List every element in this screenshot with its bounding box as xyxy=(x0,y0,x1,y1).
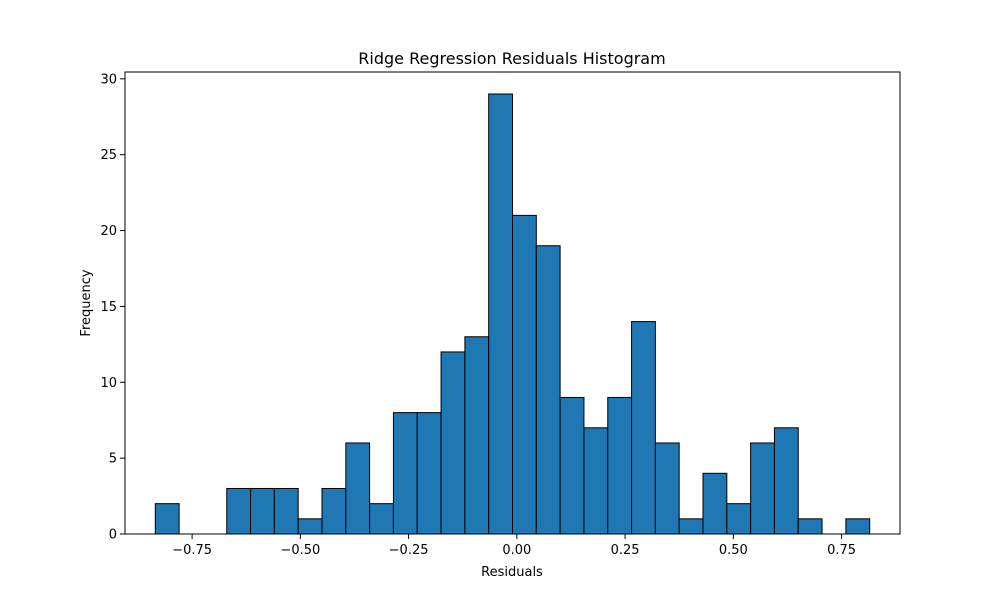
histogram-bar-20 xyxy=(631,321,656,535)
x-tick-label-0: −0.75 xyxy=(172,543,212,558)
x-axis-ticks: −0.75 −0.50 −0.25 0.00 0.25 0.50 0.75 xyxy=(172,534,856,558)
y-tick-label-1: 5 xyxy=(109,452,117,467)
y-tick-label-5: 25 xyxy=(100,148,117,163)
histogram-bar-17 xyxy=(559,396,585,535)
y-tick-label-3: 15 xyxy=(100,300,117,315)
histogram-bar-29 xyxy=(845,518,871,535)
histogram-bar-0 xyxy=(154,503,180,535)
histogram-bar-4 xyxy=(250,487,275,535)
x-tick-label-3: 0.00 xyxy=(502,543,531,558)
x-tick-label-4: 0.25 xyxy=(611,543,640,558)
histogram-bar-27 xyxy=(797,518,823,535)
histogram-bar-18 xyxy=(583,427,609,535)
histogram-bar-24 xyxy=(726,503,752,535)
y-tick-label-6: 30 xyxy=(100,72,117,87)
histogram-bar-26 xyxy=(773,427,799,535)
histogram-bar-19 xyxy=(607,396,633,535)
histogram-bar-7 xyxy=(321,487,347,535)
y-tick-label-2: 10 xyxy=(100,376,117,391)
histogram-bar-12 xyxy=(440,351,466,535)
histogram-bar-8 xyxy=(345,442,371,535)
histogram-bar-21 xyxy=(654,442,680,535)
y-axis-label: Frequency xyxy=(79,269,94,336)
x-tick-label-2: −0.25 xyxy=(389,543,429,558)
histogram-bar-5 xyxy=(273,487,299,535)
histogram-bar-16 xyxy=(535,245,561,535)
histogram-bar-15 xyxy=(512,214,537,535)
x-tick-label-6: 0.75 xyxy=(827,543,856,558)
histogram-bars xyxy=(154,93,871,535)
y-tick-label-4: 20 xyxy=(100,224,117,239)
histogram-bar-3 xyxy=(226,487,252,535)
histogram-bar-22 xyxy=(678,518,704,535)
x-tick-label-5: 0.50 xyxy=(719,543,748,558)
y-axis-ticks: 0 5 10 15 20 25 30 xyxy=(100,72,125,543)
x-tick-label-1: −0.50 xyxy=(280,543,320,558)
histogram-bar-11 xyxy=(416,412,442,535)
histogram-bar-23 xyxy=(702,472,728,535)
plot-area-frame xyxy=(124,71,901,535)
histogram-bar-9 xyxy=(369,503,394,535)
histogram-bar-10 xyxy=(392,412,418,535)
histogram-bar-25 xyxy=(750,442,775,535)
histogram-bar-13 xyxy=(464,336,490,535)
x-axis-label: Residuals xyxy=(481,565,543,580)
chart-title: Ridge Regression Residuals Histogram xyxy=(358,49,665,68)
histogram-bar-14 xyxy=(488,93,514,535)
y-tick-label-0: 0 xyxy=(109,528,117,543)
histogram-bar-6 xyxy=(297,518,323,535)
